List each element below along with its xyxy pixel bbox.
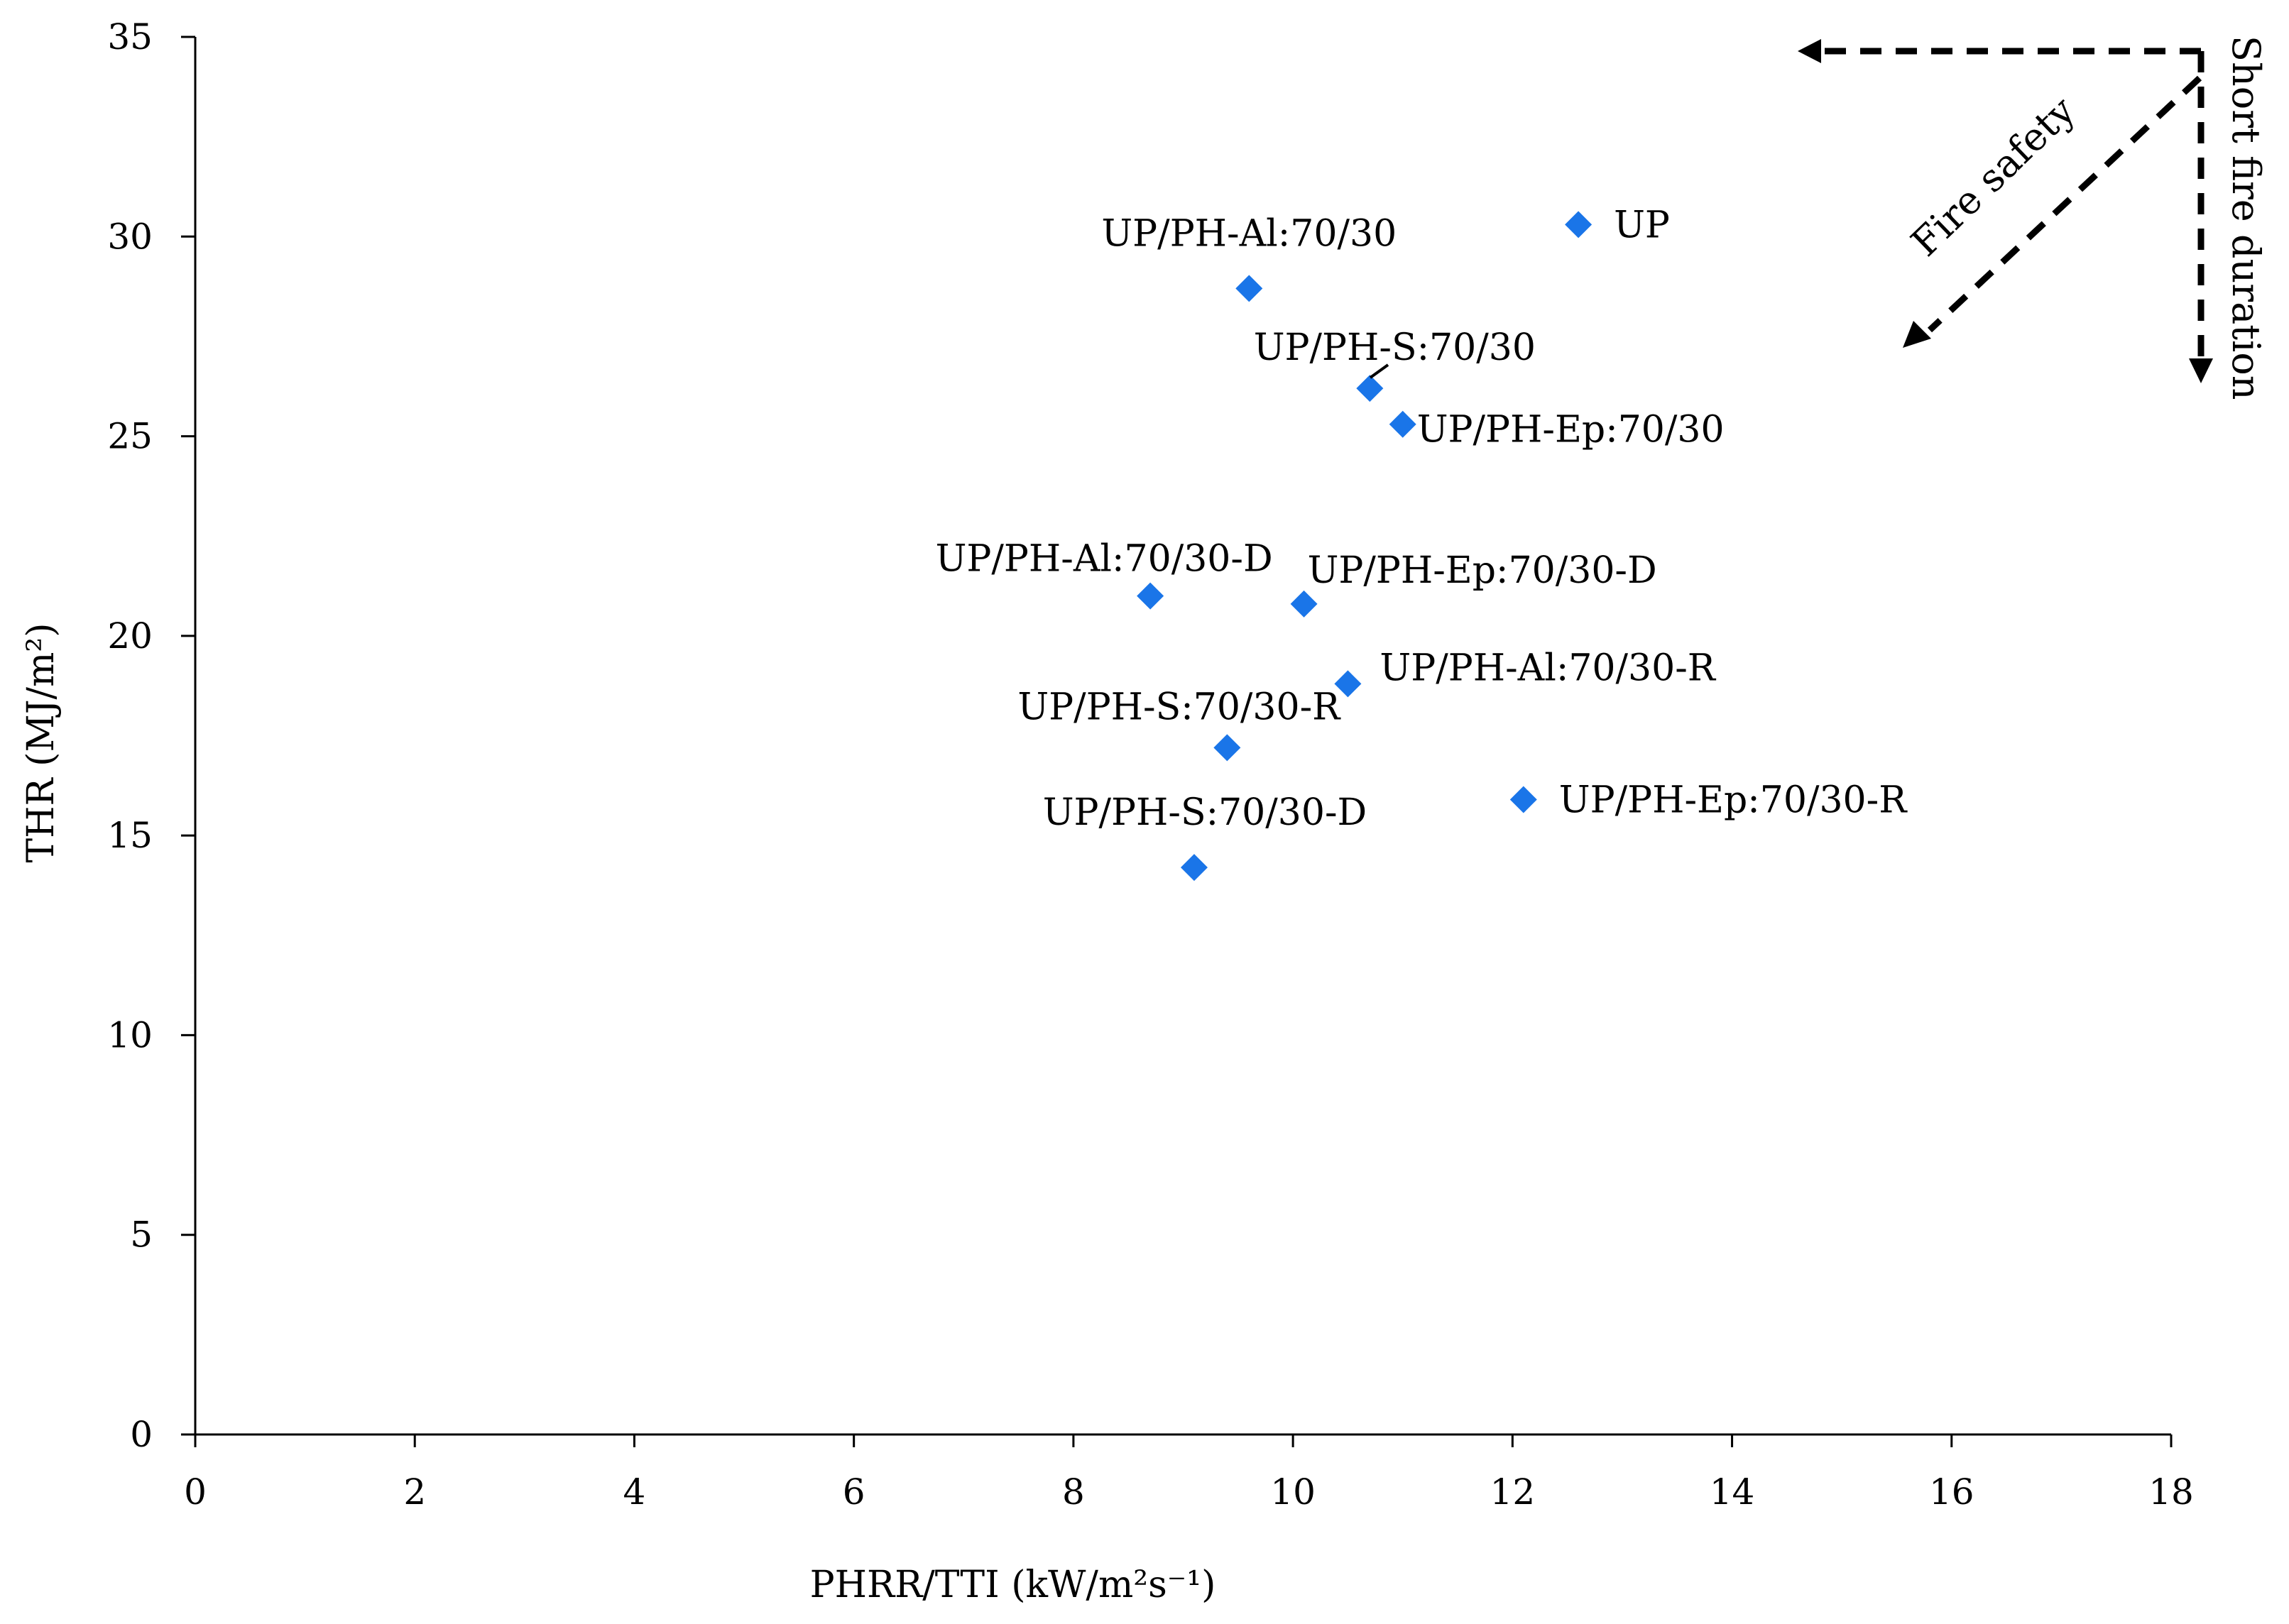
y-axis-title: THR (MJ/m²) bbox=[20, 622, 62, 862]
axes bbox=[194, 37, 2171, 1436]
y-tick-label: 20 bbox=[107, 615, 153, 657]
arrow-diag-head bbox=[1903, 321, 1931, 348]
direction-arrows bbox=[1798, 39, 2213, 383]
leader-line bbox=[1369, 363, 1389, 379]
data-point-label: UP/PH-Ep:70/30-D bbox=[1308, 549, 1657, 592]
x-axis-title: PHRR/TTI (kW/m²s⁻¹) bbox=[810, 1564, 1216, 1606]
arrow-diag-line bbox=[1927, 75, 2202, 333]
data-point-label: UP/PH-S:70/30-D bbox=[1043, 791, 1367, 834]
x-tick-label: 0 bbox=[184, 1471, 207, 1513]
data-point-label: UP/PH-Al:70/30-D bbox=[936, 538, 1273, 581]
data-point-labels: UP UP/PH-Al:70/30 UP/PH-S:70/30 UP/PH-Ep:70… bbox=[936, 204, 1908, 834]
data-point bbox=[1389, 410, 1416, 438]
data-point-label: UP/PH-Al:70/30 bbox=[1101, 212, 1397, 255]
x-tick-label: 4 bbox=[623, 1471, 646, 1513]
data-point bbox=[1235, 275, 1263, 302]
data-point-label: UP/PH-S:70/30 bbox=[1254, 327, 1536, 369]
x-tick-label: 14 bbox=[1710, 1471, 1755, 1513]
x-tick-label: 16 bbox=[1929, 1471, 1974, 1513]
data-point bbox=[1137, 582, 1164, 610]
annotation-fire-safety: Fire safety bbox=[1903, 88, 2084, 265]
arrow-down-head bbox=[2189, 358, 2213, 383]
x-tick-label: 18 bbox=[2148, 1471, 2194, 1513]
x-tick-label: 6 bbox=[843, 1471, 865, 1513]
y-tick-label: 5 bbox=[130, 1214, 153, 1256]
data-point bbox=[1213, 734, 1241, 762]
annotation-short-fire-duration: Short fire duration bbox=[2224, 35, 2268, 400]
data-point bbox=[1290, 590, 1318, 618]
data-point-label: UP/PH-Al:70/30-R bbox=[1380, 647, 1716, 689]
y-tick-label: 30 bbox=[107, 216, 153, 257]
data-point bbox=[1180, 854, 1208, 882]
y-tick-label: 35 bbox=[107, 16, 153, 57]
arrow-left-head bbox=[1798, 39, 1821, 63]
data-point bbox=[1356, 375, 1384, 402]
x-tick-label: 12 bbox=[1490, 1471, 1536, 1513]
data-points bbox=[1137, 211, 1593, 882]
y-tick-label: 0 bbox=[130, 1414, 153, 1455]
data-point bbox=[1565, 211, 1593, 238]
y-ticks: 0 5 10 15 20 25 30 35 bbox=[107, 16, 195, 1455]
y-tick-label: 25 bbox=[107, 416, 153, 457]
x-tick-label: 2 bbox=[403, 1471, 426, 1513]
data-point-label: UP/PH-Ep:70/30 bbox=[1417, 409, 1725, 451]
data-point bbox=[1509, 786, 1537, 813]
data-point-label: UP bbox=[1614, 204, 1670, 246]
data-point bbox=[1334, 670, 1362, 698]
x-ticks: 0 2 4 6 8 10 12 14 16 18 bbox=[184, 1434, 2194, 1513]
y-tick-label: 15 bbox=[107, 815, 153, 856]
x-tick-label: 8 bbox=[1062, 1471, 1085, 1513]
y-tick-label: 10 bbox=[107, 1014, 153, 1055]
data-point-label: UP/PH-S:70/30-R bbox=[1017, 686, 1341, 728]
data-point-label: UP/PH-Ep:70/30-R bbox=[1559, 779, 1908, 822]
x-tick-label: 10 bbox=[1270, 1471, 1316, 1513]
